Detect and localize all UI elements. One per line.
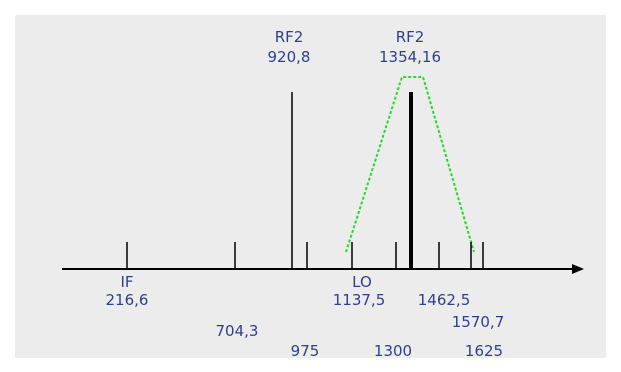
rf2-left-name: RF2: [275, 28, 304, 46]
lo-name: LO: [352, 273, 372, 291]
if-value: 216,6: [106, 291, 149, 309]
freq-1570-label: 1570,7: [452, 313, 505, 331]
rf2-right-name: RF2: [396, 28, 425, 46]
rf2-right-value: 1354,16: [379, 48, 441, 66]
freq-1300-label: 1300: [374, 342, 412, 360]
freq-1462-label: 1462,5: [418, 291, 471, 309]
axis-arrow-icon: [572, 264, 584, 274]
lo-value: 1137,5: [333, 291, 386, 309]
if-name: IF: [120, 273, 133, 291]
freq-704-label: 704,3: [216, 322, 259, 340]
freq-1625-label: 1625: [465, 342, 503, 360]
rf2-left-value: 920,8: [268, 48, 311, 66]
filter-mask: [345, 76, 475, 253]
diagram-background: [15, 15, 606, 358]
freq-975-label: 975: [291, 342, 320, 360]
